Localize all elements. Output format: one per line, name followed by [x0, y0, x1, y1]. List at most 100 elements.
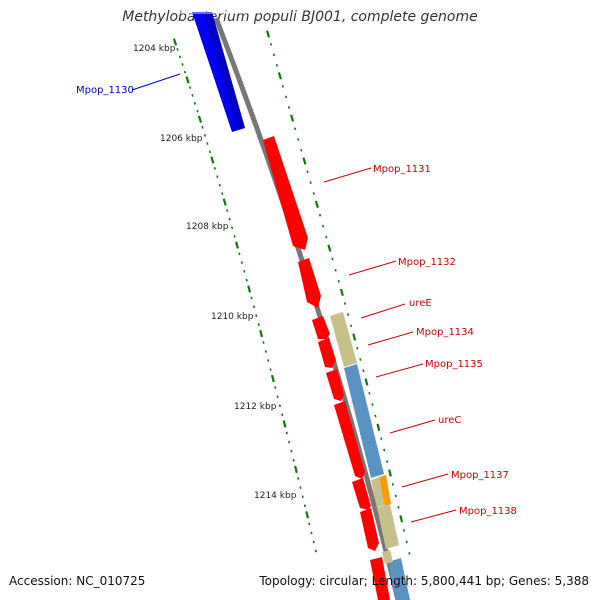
leader-line — [348, 260, 397, 276]
major-tick — [314, 200, 319, 209]
major-tick — [290, 114, 295, 122]
minor-tick — [272, 53, 276, 57]
minor-tick — [308, 522, 311, 526]
gene-label[interactable]: Mpop_1135 — [425, 359, 483, 370]
major-tick — [222, 198, 227, 206]
feature-steelblue-1 — [344, 364, 384, 478]
minor-tick — [208, 150, 212, 154]
minor-tick — [252, 305, 256, 309]
minor-tick — [267, 359, 270, 362]
gene-label[interactable]: Mpop_1134 — [416, 327, 474, 338]
minor-tick — [183, 70, 187, 74]
major-tick — [197, 115, 203, 123]
minor-tick — [397, 506, 400, 509]
gene-label[interactable]: Mpop_1131 — [373, 164, 431, 175]
gene-mpop-1132[interactable] — [298, 258, 321, 308]
minor-tick — [402, 529, 406, 532]
gene-mpop-1131[interactable] — [263, 136, 308, 250]
minor-tick — [350, 324, 353, 328]
minor-tick — [281, 84, 285, 88]
minor-tick — [312, 540, 315, 544]
minor-tick — [310, 531, 313, 535]
major-tick — [282, 420, 287, 428]
leader-line — [375, 363, 424, 378]
gene-label[interactable]: ureE — [409, 298, 432, 309]
gene-label[interactable]: Mpop_1130 — [76, 85, 134, 96]
gene-mpop-1138[interactable] — [360, 508, 379, 551]
scale-label: 1208 kbp — [186, 222, 229, 232]
feature-khaki-4 — [382, 550, 393, 564]
leader-line — [367, 331, 414, 346]
scale-labels: 1204 kbp 1206 kbp 1208 kbp 1210 kbp 1212 kbp… — [133, 44, 297, 501]
major-tick — [399, 515, 404, 523]
gene-ureC[interactable] — [334, 401, 365, 479]
minor-tick — [221, 192, 224, 195]
minor-tick — [269, 43, 273, 46]
major-tick — [277, 72, 282, 80]
leader-line — [410, 509, 457, 523]
gene-label[interactable]: ureC — [438, 415, 461, 426]
minor-tick — [269, 368, 272, 371]
minor-tick — [233, 235, 236, 238]
minor-tick — [371, 403, 374, 406]
major-tick — [270, 374, 275, 383]
scale-label: 1212 kbp — [234, 402, 277, 412]
minor-tick — [196, 109, 199, 113]
minor-tick — [176, 48, 179, 51]
minor-tick — [255, 314, 258, 318]
major-tick — [265, 30, 271, 38]
gene-mpop-1134[interactable] — [318, 338, 336, 368]
minor-tick — [374, 414, 377, 418]
minor-tick — [346, 313, 350, 317]
gene-label[interactable]: Mpop_1138 — [459, 506, 517, 517]
gene-label[interactable]: Mpop_1137 — [451, 470, 509, 481]
minor-tick — [213, 166, 216, 170]
minor-tick — [257, 323, 260, 326]
minor-tick — [331, 257, 334, 261]
minor-tick — [297, 477, 300, 480]
gene-mpop-1135[interactable] — [326, 369, 344, 401]
minor-tick — [306, 170, 309, 174]
feature-khaki-1 — [330, 312, 357, 367]
minor-tick — [201, 125, 204, 129]
gene-label[interactable]: Mpop_1132 — [398, 257, 456, 268]
minor-tick — [356, 346, 359, 350]
major-tick — [234, 241, 239, 249]
gene-mpop-1130-shade — [204, 12, 245, 130]
minor-tick — [334, 268, 337, 272]
scale-label: 1206 kbp — [160, 134, 203, 144]
major-tick — [210, 156, 215, 164]
minor-tick — [383, 448, 386, 452]
gene-mpop-1137[interactable] — [352, 478, 371, 510]
minor-tick — [262, 341, 265, 344]
accession-text: Accession: NC_010725 — [9, 574, 146, 588]
major-tick — [185, 76, 190, 84]
feature-orange — [379, 475, 391, 506]
minor-tick — [290, 449, 293, 453]
minor-tick — [285, 431, 288, 435]
gene-next — [370, 557, 390, 600]
gene-ureE[interactable] — [312, 316, 330, 339]
leader-line — [389, 419, 436, 434]
major-tick — [339, 288, 344, 297]
inner-tick-ring — [172, 38, 317, 553]
minor-tick — [309, 181, 312, 184]
minor-tick — [250, 296, 253, 300]
minor-tick — [231, 226, 234, 230]
minor-tick — [275, 63, 279, 67]
minor-tick — [299, 486, 302, 489]
minor-tick — [284, 95, 288, 99]
minor-tick — [181, 63, 184, 66]
minor-tick — [322, 224, 325, 228]
minor-tick — [274, 386, 277, 390]
minor-tick — [243, 269, 246, 273]
minor-tick — [178, 55, 182, 59]
major-tick — [327, 244, 332, 252]
scale-label: 1214 kbp — [254, 491, 297, 501]
minor-tick — [368, 391, 371, 395]
minor-tick — [301, 495, 304, 499]
minor-tick — [408, 552, 411, 555]
minor-tick — [292, 458, 295, 462]
minor-tick — [343, 302, 347, 305]
minor-tick — [303, 504, 306, 508]
